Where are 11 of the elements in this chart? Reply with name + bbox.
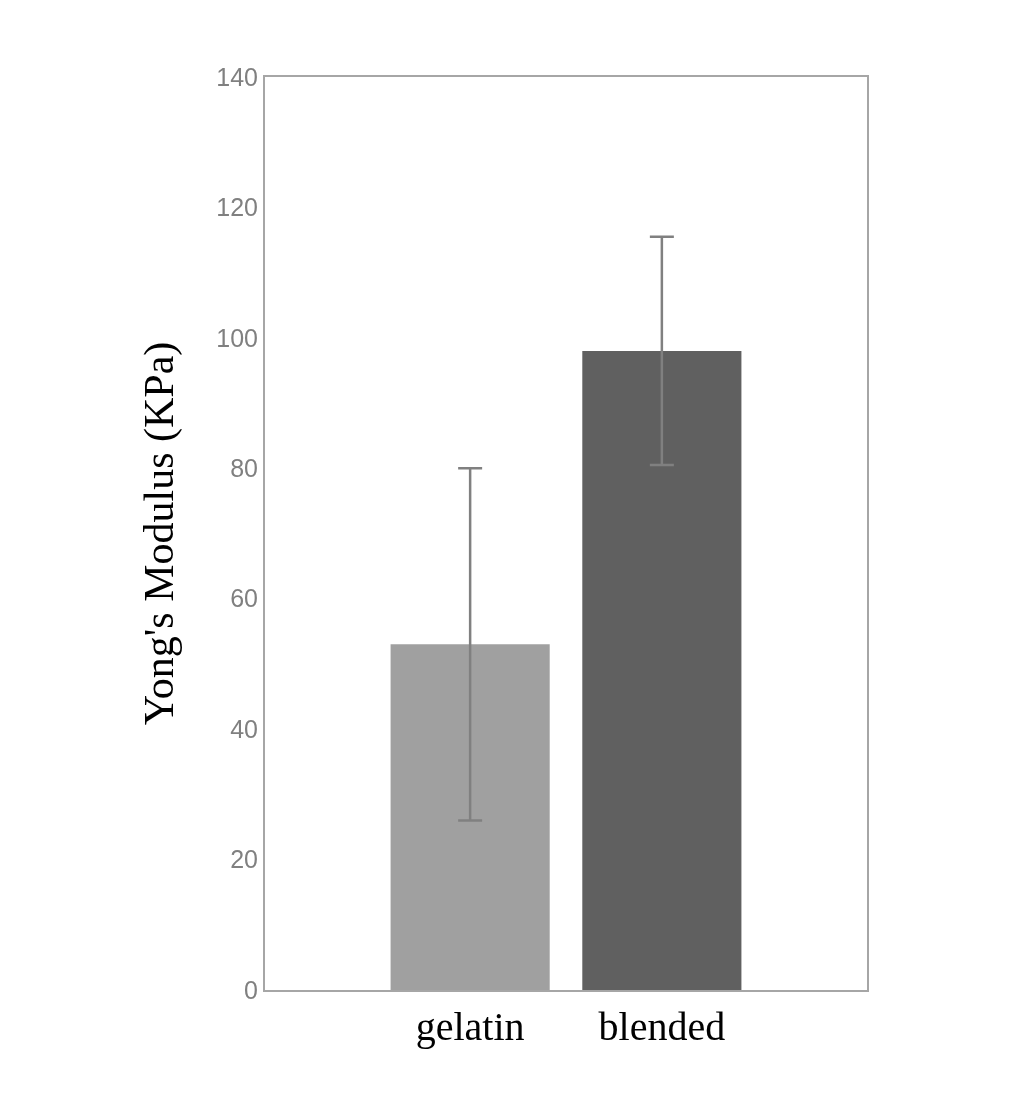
y-tick-label: 0: [244, 975, 258, 1004]
y-tick-label: 20: [230, 845, 258, 874]
y-axis-title: Yong's Modulus (KPa): [135, 341, 183, 726]
y-tick-label: 100: [216, 323, 258, 352]
x-tick-label: gelatin: [415, 1004, 525, 1049]
y-tick-label: 60: [230, 584, 258, 613]
x-tick-label: blended: [598, 1004, 726, 1049]
y-tick-label: 40: [230, 714, 258, 743]
y-tick-label: 80: [230, 454, 258, 483]
y-tick-label: 120: [216, 193, 258, 222]
y-tick-label: 140: [216, 62, 258, 91]
